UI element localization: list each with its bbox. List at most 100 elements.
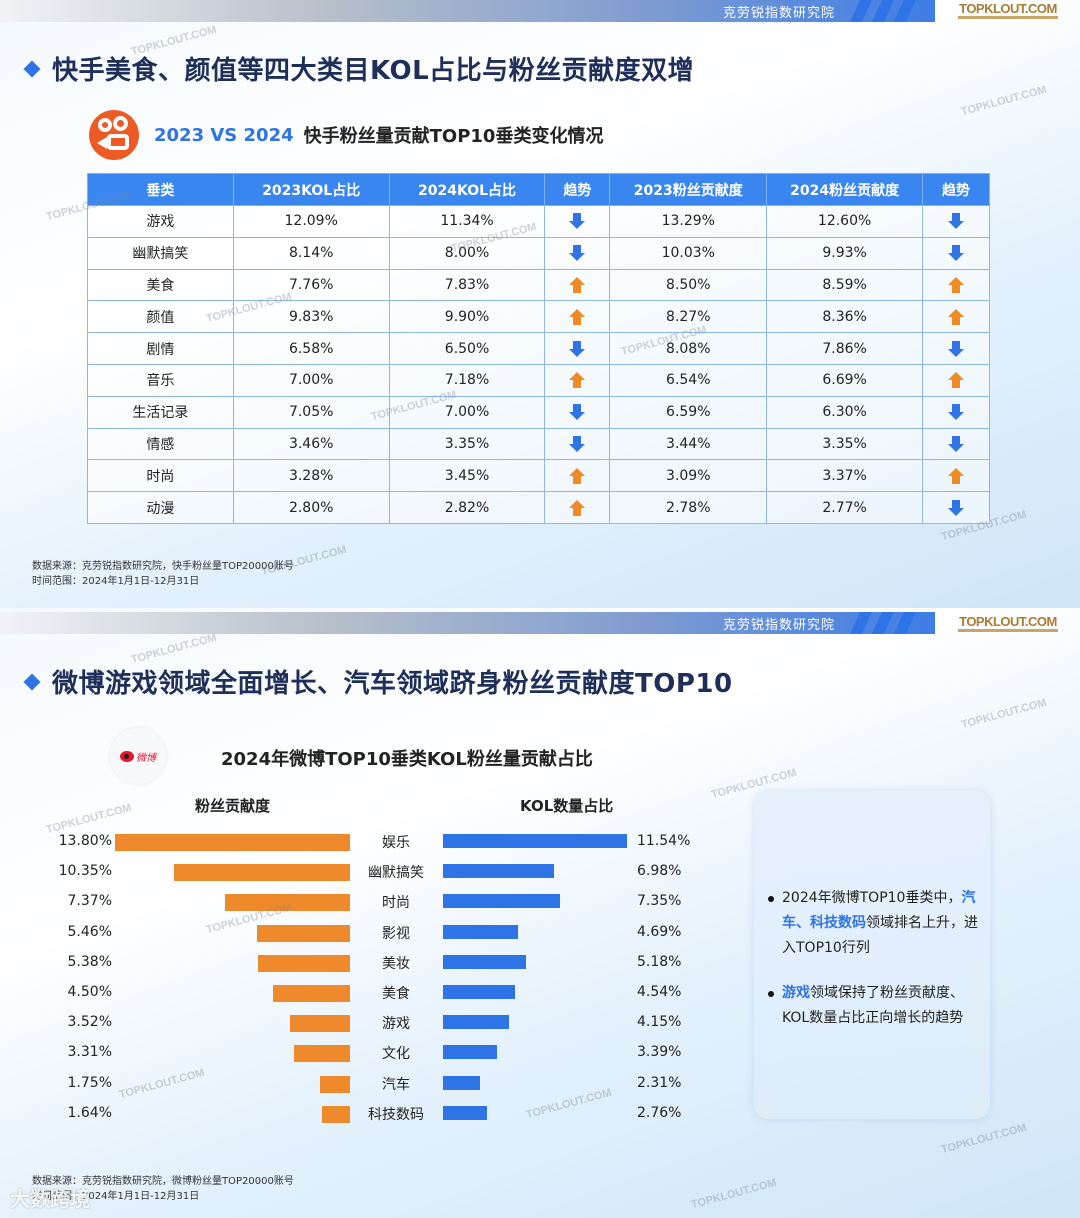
kol-share-value: 11.54% <box>637 833 691 849</box>
bar-row: 5.38% 美妆 5.18% <box>0 949 740 979</box>
arrow-up-icon <box>948 308 965 325</box>
trend-cell <box>922 395 990 429</box>
kol-2023-cell: 2.80% <box>232 491 390 524</box>
fan-2024-cell: 9.93% <box>766 236 924 270</box>
col-header: 趋势 <box>544 173 611 206</box>
fan-2024-cell: 7.86% <box>766 332 924 365</box>
col-header: 垂类 <box>87 173 234 206</box>
trend-cell <box>922 300 990 334</box>
trend-cell <box>544 236 611 270</box>
kol-2023-cell: 6.58% <box>232 332 390 365</box>
kuaishou-logo-icon <box>89 110 139 160</box>
fan-contribution-bar <box>258 954 350 972</box>
category-label: 文化 <box>382 1046 410 1063</box>
kol-2023-cell: 3.28% <box>232 459 390 493</box>
slide-weibo: 克劳锐指数研究院 TOPKLOUT.COM 微博游戏领域全面增长、汽车领域跻身粉… <box>0 608 1080 1218</box>
arrow-down-icon <box>948 213 965 230</box>
category-label: 娱乐 <box>382 835 410 851</box>
fan-contribution-bar <box>293 1045 350 1063</box>
stripes-decoration <box>847 612 927 634</box>
insight-item: 2024年微博TOP10垂类中，汽车、科技数码领域排名上升，进入TOP10行列 <box>768 886 983 961</box>
kol-share-bar <box>443 924 518 939</box>
kol-2024-cell: 6.50% <box>388 332 546 365</box>
category-cell: 动漫 <box>87 491 234 524</box>
table-row: 幽默搞笑 8.14% 8.00% 10.03% 9.93% <box>87 236 990 270</box>
table-row: 剧情 6.58% 6.50% 8.08% 7.86% <box>87 332 990 365</box>
kol-share-value: 6.98% <box>637 863 682 880</box>
fan-contribution-bar <box>224 894 350 912</box>
fan-2024-cell: 2.77% <box>766 491 924 524</box>
kol-2024-cell: 9.90% <box>388 300 546 334</box>
category-label: 幽默搞笑 <box>368 865 424 882</box>
fan-2023-cell: 8.27% <box>609 300 768 334</box>
fan-2024-cell: 8.36% <box>766 300 924 334</box>
right-series-title: KOL数量占比 <box>520 797 614 815</box>
fan-2023-cell: 2.78% <box>609 491 768 524</box>
bar-row: 10.35% 幽默搞笑 6.98% <box>0 858 740 888</box>
kol-2024-cell: 3.45% <box>388 459 546 493</box>
trend-cell <box>544 363 611 397</box>
fan-2024-cell: 3.35% <box>766 427 924 461</box>
fan-contribution-bar <box>257 924 350 942</box>
kol-2023-cell: 7.00% <box>232 363 390 397</box>
fan-contribution-value: 5.38% <box>67 953 112 970</box>
category-label: 时尚 <box>382 895 410 912</box>
kol-share-bar <box>443 864 555 879</box>
trend-cell <box>544 427 611 461</box>
kol-share-bar <box>443 1045 498 1060</box>
category-label: 游戏 <box>382 1016 410 1033</box>
fan-contribution-value: 3.52% <box>67 1014 112 1031</box>
category-label: 科技数码 <box>368 1106 424 1123</box>
top-banner: 克劳锐指数研究院 <box>0 0 935 22</box>
fan-2024-cell: 12.60% <box>766 205 924 238</box>
kol-share-bar <box>443 894 561 909</box>
trend-cell <box>544 459 611 493</box>
fan-2023-cell: 6.54% <box>609 363 768 397</box>
col-header: 趋势 <box>922 173 990 206</box>
category-cell: 情感 <box>87 427 234 461</box>
watermark: TOPKLOUT.COM <box>939 1121 1028 1157</box>
kol-2023-cell: 12.09% <box>232 205 390 238</box>
category-cell: 时尚 <box>87 459 234 493</box>
trend-cell <box>544 300 611 334</box>
arrow-up-icon <box>948 467 965 484</box>
trend-cell <box>922 491 990 524</box>
fan-2024-cell: 6.30% <box>766 395 924 429</box>
bar-row: 1.75% 汽车 2.31% <box>0 1070 740 1100</box>
arrow-up-icon <box>569 499 586 516</box>
fan-contribution-value: 7.37% <box>67 893 112 910</box>
arrow-up-icon <box>569 308 586 325</box>
data-source: 数据来源：克劳锐指数研究院，微博粉丝量TOP20000账号 时间范围：2024年… <box>32 1176 294 1202</box>
watermark: TOPKLOUT.COM <box>959 83 1048 119</box>
page-title: 快手美食、颜值等四大类目KOL占比与粉丝贡献度双增 <box>23 50 694 87</box>
fan-2023-cell: 6.59% <box>609 395 768 429</box>
fan-contribution-value: 4.50% <box>67 984 112 1000</box>
kol-share-bar <box>443 834 627 848</box>
trend-cell <box>544 268 611 302</box>
table-row: 生活记录 7.05% 7.00% 6.59% 6.30% <box>87 395 990 429</box>
table-row: 音乐 7.00% 7.18% 6.54% 6.69% <box>87 363 990 397</box>
arrow-down-icon <box>569 340 586 357</box>
arrow-up-icon <box>948 276 965 293</box>
fan-2023-cell: 3.44% <box>609 427 768 461</box>
kol-2024-cell: 7.00% <box>388 395 546 429</box>
bar-row: 5.46% 影视 4.69% <box>0 919 740 949</box>
table-row: 游戏 12.09% 11.34% 13.29% 12.60% <box>87 205 990 238</box>
fan-contribution-bar <box>115 834 350 851</box>
category-label: 汽车 <box>382 1076 410 1093</box>
arrow-down-icon <box>569 435 586 452</box>
fan-2023-cell: 3.09% <box>609 459 768 493</box>
diamond-icon <box>23 673 41 690</box>
kol-2023-cell: 8.14% <box>232 236 390 270</box>
trend-cell <box>922 268 990 302</box>
trend-cell <box>922 363 990 397</box>
arrow-down-icon <box>569 213 586 230</box>
col-header: 2024粉丝贡献度 <box>766 173 924 206</box>
kol-share-bar <box>443 954 526 969</box>
top-banner: 克劳锐指数研究院 <box>0 612 935 634</box>
kol-share-value: 3.39% <box>637 1044 682 1061</box>
fan-2023-cell: 13.29% <box>609 205 768 238</box>
col-header: 2024KOL占比 <box>388 173 546 206</box>
category-label: 美妆 <box>382 955 410 972</box>
category-label: 影视 <box>382 925 410 942</box>
